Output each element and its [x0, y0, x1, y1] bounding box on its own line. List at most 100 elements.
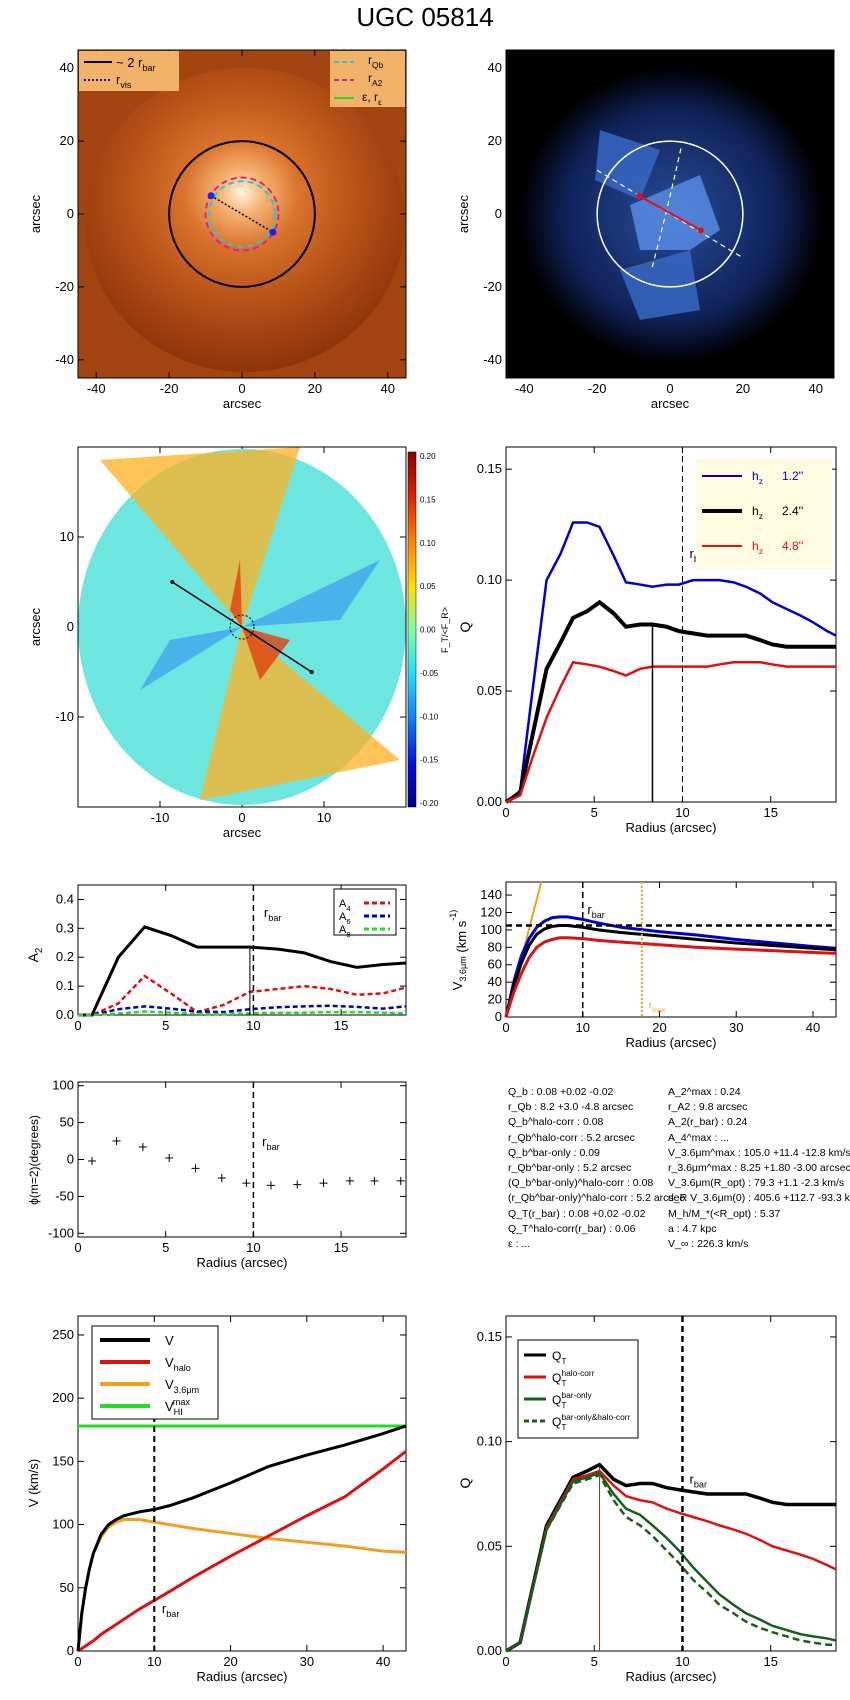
qt-halo-corrected-ytick-label: 0.15: [477, 1329, 502, 1344]
stat-vinf: V_∞ : 226.3 km/s: [668, 1238, 749, 1251]
qt-legend-label: hz: [752, 539, 763, 556]
residual-circle: [596, 140, 744, 288]
qt-profile-xtick-label: 0: [502, 805, 509, 820]
qt-legend-label: hz: [752, 504, 763, 521]
phase-profile-ytick-label: -50: [55, 1188, 74, 1203]
qt-profile-xtick-label: 5: [591, 805, 598, 820]
velocity-small-ytick-label: 40: [488, 974, 502, 989]
bar-end-marker: [207, 192, 215, 200]
qt-legend-box: [696, 459, 832, 569]
force-map-xtick-label: -10: [151, 810, 170, 825]
rotation-series-line-0: [76, 1424, 407, 1652]
force-center-circle: [229, 614, 255, 640]
qt-profile-ytick-label: 0.10: [477, 572, 502, 587]
phase-point: [217, 1173, 226, 1182]
qt-profile-xtick-label: 15: [763, 805, 777, 820]
colorbar-tick-label: 0.00: [420, 626, 436, 635]
qt-halo-rbar-label: rbar: [690, 1472, 708, 1490]
qt-halo-corrected-xtick-label: 15: [763, 1654, 777, 1669]
stat-a4max: A_4^max : ...: [668, 1131, 729, 1144]
image-panel-ytick-label: 40: [60, 60, 74, 75]
stat-qt-halo-rbar: Q_T^halo-corr(r_bar) : 0.06: [508, 1222, 636, 1235]
force-map-ytick-label: 10: [60, 529, 74, 544]
fourier-amplitudes-ylabel: A2: [25, 948, 45, 963]
fourier-series-line-2: [78, 1004, 407, 1017]
qt-halo-legend-label: QTbar-only: [552, 1390, 593, 1410]
rotation-decomposition-ytick-label: 200: [52, 1390, 74, 1405]
rotation-decomposition-ytick-label: 0: [67, 1643, 74, 1658]
force-negative-sector: [242, 560, 380, 627]
velocity-small-xtick-label: 20: [652, 1020, 666, 1035]
residual-panel-xtick-label: -40: [515, 381, 534, 396]
velocity-small-ytick-label: 0: [495, 1009, 502, 1024]
stat-qb-baronly-halo: (Q_b^bar-only)^halo-corr : 0.08: [508, 1177, 654, 1190]
fourier-amplitudes-ytick-label: 0.2: [56, 949, 74, 964]
rotation-decomposition-xtick-label: 10: [147, 1654, 161, 1669]
residual-panel-ylabel: arcsec: [456, 194, 471, 233]
image-panel-xtick-label: 20: [308, 381, 322, 396]
rotation-decomposition-ylabel: V (km/s): [26, 1459, 41, 1507]
velocity-small-ytick-label: 100: [480, 922, 502, 937]
image-panel-xtick-label: -20: [160, 381, 179, 396]
image-panel-ylabel: arcsec: [28, 194, 43, 233]
velocity-small-rbar-label: rbar: [587, 902, 605, 920]
phase-profile-xtick-label: 0: [74, 1240, 81, 1255]
stat-rmax: r_3.6μm^max : 8.25 +1.80 -3.00 arcsec: [668, 1162, 850, 1175]
two-rbar-circle: [168, 140, 316, 288]
fourier-rbar-label: rbar: [264, 905, 282, 923]
residual-panel-ytick-label: -40: [483, 352, 502, 367]
qt-ylabel: Q: [457, 621, 473, 632]
velocity-small-ytick-label: 120: [480, 904, 502, 919]
residual-bar-end: [636, 192, 643, 199]
fourier-amplitudes-xtick-label: 10: [246, 1018, 260, 1033]
velocity-small-ytick-label: 20: [488, 992, 502, 1007]
residual-panel-xtick-label: 0: [666, 381, 673, 396]
phase-profile-ytick-label: 100: [52, 1078, 74, 1093]
velocity-small-xlabel: Radius (arcsec): [625, 1035, 716, 1050]
velocity-small-series-1: [504, 924, 837, 1018]
rotation-decomposition-frame: [77, 1315, 407, 1652]
ra2-circle: [204, 176, 280, 252]
qt-profile-frame: [505, 446, 837, 803]
phase-point: [266, 1181, 275, 1190]
residual-arm-blob: [620, 250, 700, 320]
image-panel-ytick-label: 0: [67, 206, 74, 221]
force-strong-positive: [242, 627, 290, 680]
fourier-legend-label: A6: [339, 911, 351, 926]
force-map-ytick-label: 0: [67, 619, 74, 634]
stat-ra2: r_A2 : 9.8 arcsec: [668, 1101, 748, 1114]
force-strong-positive: [230, 560, 242, 627]
phase-point: [191, 1164, 200, 1173]
force-map-ylabel: arcsec: [28, 607, 43, 646]
image-panel-ytick-label: -20: [55, 279, 74, 294]
stat-mh: M_h/M_*(<R_opt) : 5.37: [668, 1207, 781, 1220]
fourier-series-line-3: [78, 1010, 407, 1017]
rotation-rbar-label: rbar: [162, 1601, 180, 1619]
force-positive-sector: [200, 627, 400, 800]
qt-halo-corrected-ytick-label: 0.00: [477, 1643, 502, 1658]
stat-qb: Q_b : 0.08 +0.02 -0.02: [508, 1086, 614, 1098]
qt-legend-value: 2.4'': [782, 504, 803, 518]
phase-profile-ytick-label: 0: [67, 1152, 74, 1167]
residual-panel-xtick-label: 40: [809, 381, 823, 396]
colorbar-tick-label: -0.15: [420, 756, 439, 765]
rotation-series-line-1: [77, 1450, 407, 1653]
qt-legend-label: hz: [752, 469, 763, 486]
fourier-series-line-0: [78, 925, 407, 1017]
image-panel-ytick-label: -40: [55, 352, 74, 367]
qt-halo-legend-label: QT: [552, 1349, 566, 1366]
colorbar-tick-label: 0.10: [420, 539, 436, 548]
fourier-legend-label: A8: [339, 924, 351, 939]
image-panel-ytick-label: 20: [60, 133, 74, 148]
fourier-amplitudes-ytick-label: 0.4: [56, 891, 74, 906]
fourier-legend-label: A4: [339, 898, 351, 913]
residual-panel-ytick-label: 0: [495, 206, 502, 221]
qt-halo-corrected-ytick-label: 0.05: [477, 1538, 502, 1553]
qt-series-line-1: [504, 599, 836, 804]
rotation-series-line-2: [76, 1518, 407, 1652]
phase-profile-xlabel: Radius (arcsec): [196, 1255, 287, 1270]
image-panel-xtick-label: -40: [87, 381, 106, 396]
stats-left: Q_b : 0.08 +0.02 -0.02 r_Qb : 8.2 +3.0 -…: [508, 1085, 685, 1252]
residual-panel-ytick-label: -20: [483, 279, 502, 294]
residual-panel-xtick-label: 20: [736, 381, 750, 396]
